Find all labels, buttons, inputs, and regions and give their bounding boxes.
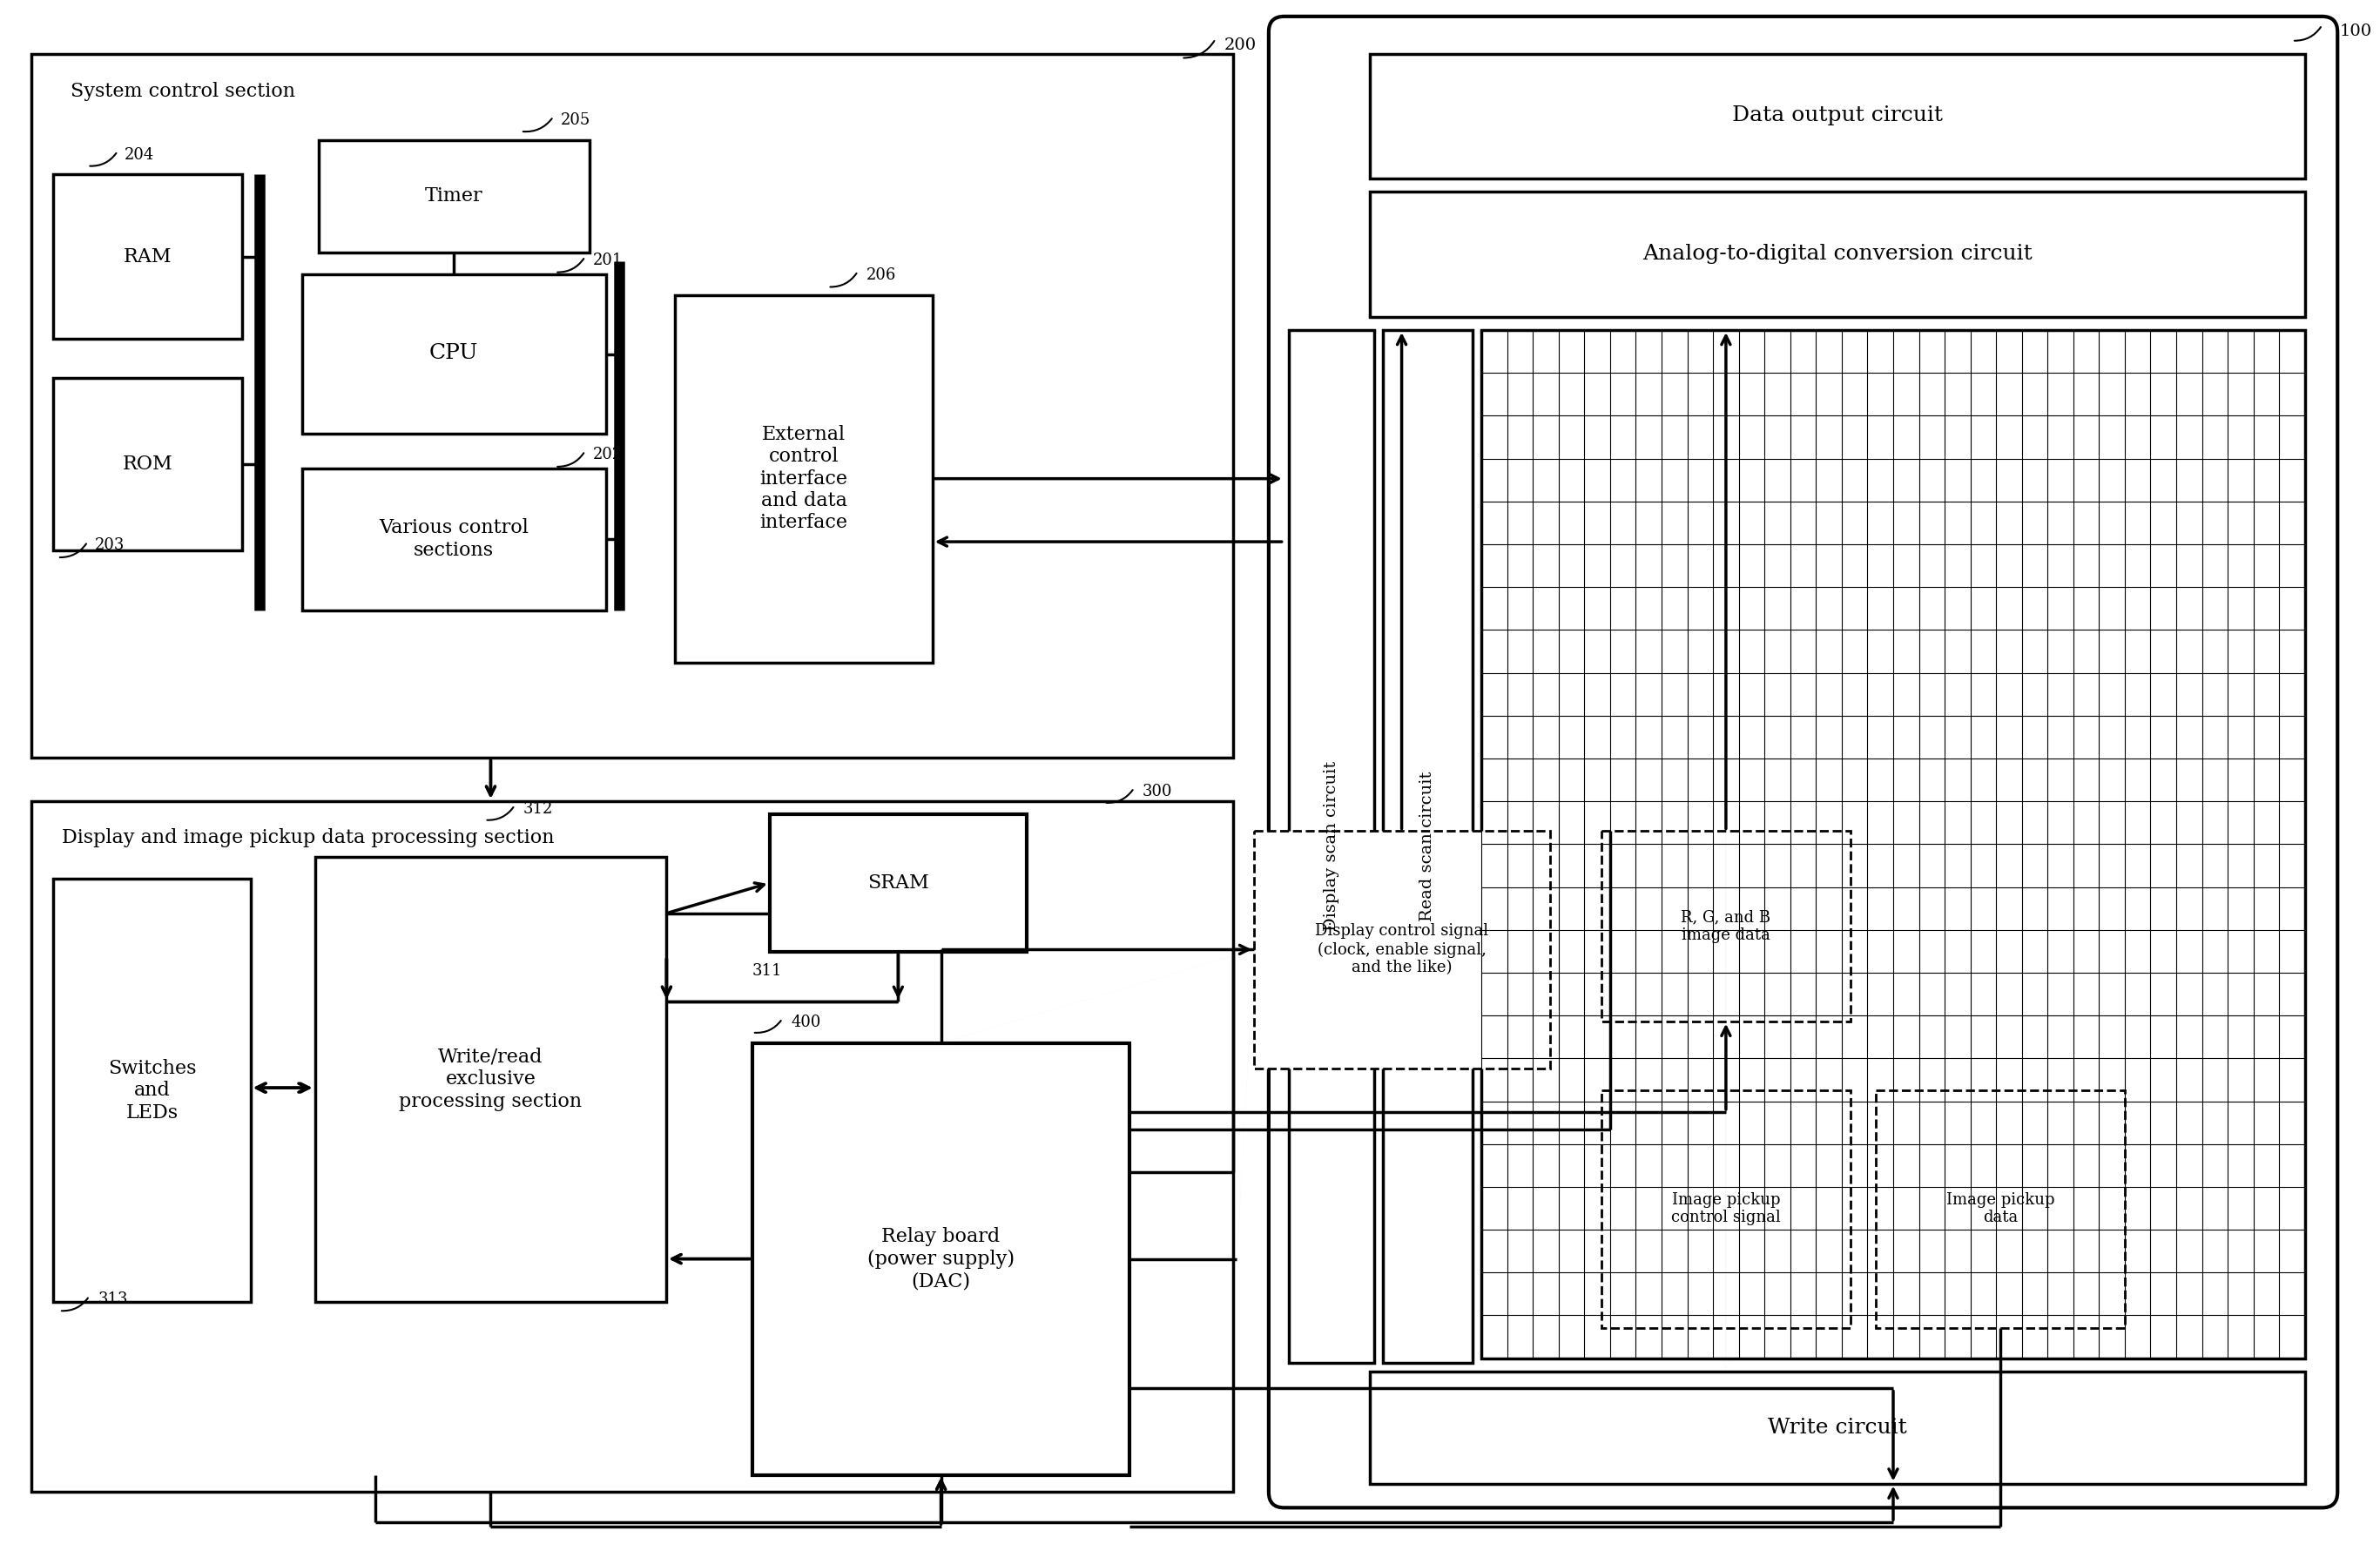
Bar xyxy=(31,801,1233,1492)
Text: 312: 312 xyxy=(524,801,552,817)
Bar xyxy=(1288,330,1373,1362)
Text: CPU: CPU xyxy=(428,343,478,363)
Text: Display and image pickup data processing section: Display and image pickup data processing… xyxy=(62,829,555,848)
Text: System control section: System control section xyxy=(71,82,295,102)
Text: Read scan circuit: Read scan circuit xyxy=(1418,770,1435,920)
Text: Timer: Timer xyxy=(424,187,483,205)
Bar xyxy=(1254,831,1549,1068)
Bar xyxy=(1371,191,2304,317)
Text: RAM: RAM xyxy=(124,247,171,266)
Text: 202: 202 xyxy=(593,446,624,462)
Text: External
control
interface
and data
interface: External control interface and data inte… xyxy=(759,425,847,533)
Text: ROM: ROM xyxy=(121,454,174,474)
Bar xyxy=(302,273,607,434)
Text: Switches
and
LEDs: Switches and LEDs xyxy=(107,1059,195,1122)
Bar xyxy=(52,174,243,338)
Text: Write circuit: Write circuit xyxy=(1768,1417,1906,1437)
Text: Image pickup
data: Image pickup data xyxy=(1947,1192,2054,1226)
Text: 205: 205 xyxy=(562,113,590,128)
Bar xyxy=(769,814,1026,953)
Text: 100: 100 xyxy=(2340,23,2370,39)
Text: Analog-to-digital conversion circuit: Analog-to-digital conversion circuit xyxy=(1642,244,2033,264)
Bar xyxy=(319,141,590,252)
Bar xyxy=(52,378,243,550)
Text: Display control signal
(clock, enable signal,
and the like): Display control signal (clock, enable si… xyxy=(1316,923,1488,976)
Bar xyxy=(52,879,250,1302)
FancyBboxPatch shape xyxy=(1269,17,2337,1507)
Bar xyxy=(1480,330,2304,1359)
Text: Various control
sections: Various control sections xyxy=(378,519,528,560)
Bar xyxy=(1371,1371,2304,1484)
Text: 300: 300 xyxy=(1142,784,1173,800)
Text: 206: 206 xyxy=(866,267,897,283)
Text: 311: 311 xyxy=(752,963,783,979)
Text: 200: 200 xyxy=(1223,37,1257,52)
Text: SRAM: SRAM xyxy=(866,874,928,892)
Text: Display scan circuit: Display scan circuit xyxy=(1323,761,1340,931)
Text: Image pickup
control signal: Image pickup control signal xyxy=(1671,1192,1780,1226)
Bar xyxy=(1602,831,1849,1021)
Text: Write/read
exclusive
processing section: Write/read exclusive processing section xyxy=(400,1047,583,1110)
Text: 313: 313 xyxy=(98,1292,129,1308)
Bar xyxy=(1371,54,2304,179)
Bar xyxy=(31,54,1233,758)
Bar xyxy=(752,1042,1130,1475)
Bar xyxy=(314,857,666,1302)
Text: 204: 204 xyxy=(124,147,155,162)
Text: Data output circuit: Data output circuit xyxy=(1733,105,1942,125)
Bar xyxy=(1383,330,1473,1362)
Text: Relay board
(power supply)
(DAC): Relay board (power supply) (DAC) xyxy=(866,1227,1014,1291)
Text: 400: 400 xyxy=(790,1014,821,1030)
Bar xyxy=(1875,1090,2125,1328)
Text: R, G, and B
image data: R, G, and B image data xyxy=(1680,909,1771,943)
Bar xyxy=(676,295,933,662)
Text: 203: 203 xyxy=(95,537,124,553)
Text: 201: 201 xyxy=(593,252,624,269)
Bar xyxy=(1602,1090,1849,1328)
Bar xyxy=(302,468,607,611)
